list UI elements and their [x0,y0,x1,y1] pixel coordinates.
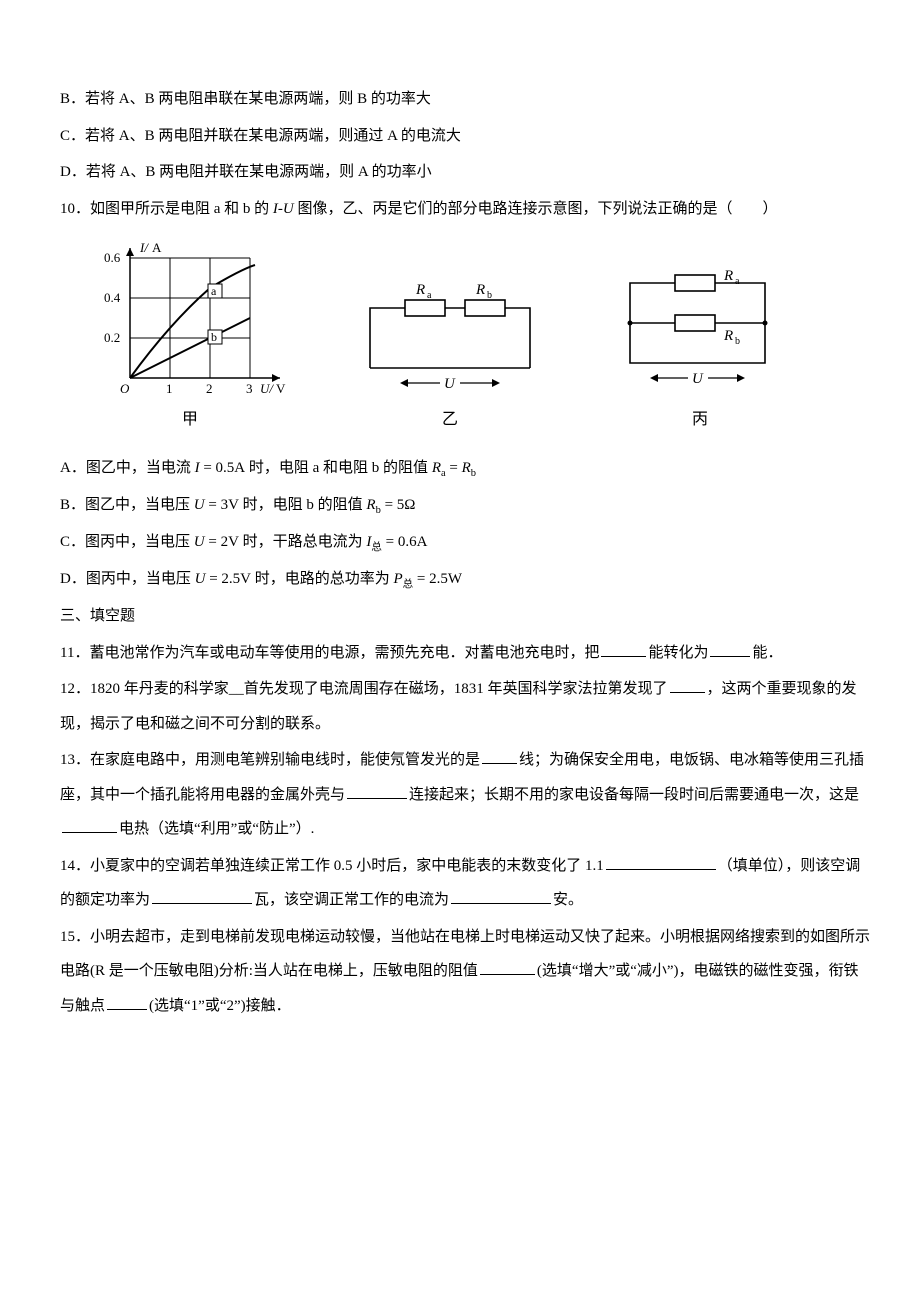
q10b-t2: 时，电阻 b 的阻值 [239,497,367,513]
label-yi: 乙 [350,402,550,439]
q10d-t2: 时，电路的总功率为 [251,571,394,587]
q10-c: C．图丙中，当电压 U = 2V 时，干路总电流为 I总 = 0.6A [60,525,870,560]
q13: 13．在家庭电路中，用测电笔辨别输电线时，能使氖管发光的是线；为确保安全用电，电… [60,743,870,847]
option-b: B．若将 A、B 两电阻串联在某电源两端，则 B 的功率大 [60,82,870,117]
q14-t3: 瓦，该空调正常工作的电流为 [254,892,449,908]
q14-t4: 安。 [553,892,583,908]
svg-text:b: b [211,330,217,344]
figure-labels: 甲 乙 丙 [90,402,870,439]
svg-text:R: R [415,282,425,298]
q11-t2: 能转化为 [648,645,708,661]
blank[interactable] [347,783,407,799]
q10-stem: 10．如图甲所示是电阻 a 和 b 的 I-U 图像，乙、丙是它们的部分电路连接… [60,192,870,227]
section-3: 三、填空题 [60,599,870,634]
q12: 12．1820 年丹麦的科学家__首先发现了电流周围存在磁场，1831 年英国科… [60,672,870,741]
svg-text:R: R [723,268,733,284]
q15-t3: (选填“1”或“2”)接触． [149,998,291,1014]
svg-text:U: U [692,371,704,387]
svg-text:O: O [120,381,130,396]
svg-text:2: 2 [206,381,213,396]
svg-text:V: V [276,381,286,396]
q10a-t2: 时，电阻 a 和电阻 b 的阻值 [245,460,432,476]
q11-t3: 能． [752,645,782,661]
circuit-yi: R a R b U [350,278,550,398]
svg-text:b: b [487,290,492,301]
q11-t1: 11．蓄电池常作为汽车或电动车等使用的电源，需预先充电．对蓄电池充电时，把 [60,645,599,661]
blank[interactable] [480,959,535,975]
q10c-t1: C．图丙中，当电压 [60,534,194,550]
blank[interactable] [601,641,646,657]
label-bing: 丙 [610,402,790,439]
q14: 14．小夏家中的空调若单独连续正常工作 0.5 小时后，家中电能表的末数变化了 … [60,849,870,918]
q10c-t2: 时，干路总电流为 [239,534,367,550]
q10-b: B．图乙中，当电压 U = 3V 时，电阻 b 的阻值 Rb = 5Ω [60,488,870,523]
chart-jia: a b 0.6 0.4 0.2 O 1 2 3 U/ V I/ A [90,238,290,398]
blank[interactable] [606,854,716,870]
q11: 11．蓄电池常作为汽车或电动车等使用的电源，需预先充电．对蓄电池充电时，把 能转化… [60,636,870,671]
q14-t1: 14．小夏家中的空调若单独连续正常工作 0.5 小时后，家中电能表的末数变化了 … [60,858,604,874]
svg-text:a: a [735,276,740,287]
q10d-t1: D．图丙中，当电压 [60,571,195,587]
svg-text:U: U [444,376,456,392]
q10a-t1: A．图乙中，当电流 [60,460,195,476]
blank[interactable] [482,748,517,764]
svg-text:3: 3 [246,381,253,396]
blank[interactable] [710,641,750,657]
svg-text:A: A [152,240,162,255]
blank[interactable] [451,888,551,904]
option-d: D．若将 A、B 两电阻并联在某电源两端，则 A 的功率小 [60,155,870,190]
q12-t1: 12．1820 年丹麦的科学家__首先发现了电流周围存在磁场，1831 年英国科… [60,681,668,697]
option-c: C．若将 A、B 两电阻并联在某电源两端，则通过 A 的电流大 [60,119,870,154]
q10-a: A．图乙中，当电流 I = 0.5A 时，电阻 a 和电阻 b 的阻值 Ra =… [60,451,870,486]
q13-t4: 电热（选填“利用”或“防止”）. [119,821,314,837]
svg-text:b: b [735,336,740,347]
svg-text:R: R [723,328,733,344]
q15: 15．小明去超市，走到电梯前发现电梯运动较慢，当他站在电梯上时电梯运动又快了起来… [60,920,870,1024]
svg-text:R: R [475,282,485,298]
blank[interactable] [107,994,147,1010]
svg-text:0.4: 0.4 [104,290,121,305]
svg-text:I/: I/ [139,240,149,255]
svg-text:1: 1 [166,381,173,396]
blank[interactable] [62,817,117,833]
q13-t3: 连接起来；长期不用的家电设备每隔一段时间后需要通电一次，这是 [409,787,859,803]
blank[interactable] [670,677,705,693]
label-jia: 甲 [90,402,290,439]
svg-text:U/: U/ [260,381,274,396]
svg-text:0.6: 0.6 [104,250,121,265]
figure-row: a b 0.6 0.4 0.2 O 1 2 3 U/ V I/ A R a R … [90,238,870,398]
q10-d: D．图丙中，当电压 U = 2.5V 时，电路的总功率为 P总 = 2.5W [60,562,870,597]
svg-text:a: a [427,290,432,301]
svg-text:0.2: 0.2 [104,330,120,345]
circuit-bing: R a R b U [610,268,790,398]
q13-t1: 13．在家庭电路中，用测电笔辨别输电线时，能使氖管发光的是 [60,752,480,768]
q10b-t1: B．图乙中，当电压 [60,497,194,513]
svg-text:a: a [211,284,217,298]
blank[interactable] [152,888,252,904]
